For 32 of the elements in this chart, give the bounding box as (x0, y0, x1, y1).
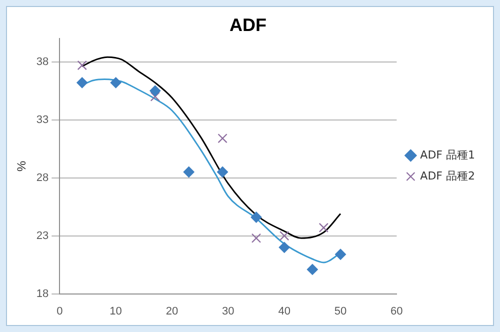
point (183, 166, 194, 178)
x-tick-label: 40 (278, 305, 290, 318)
point (218, 134, 228, 144)
x-tick-label: 30 (222, 305, 234, 318)
point (150, 85, 161, 96)
point (76, 77, 88, 88)
legend-label: ADF 品種2 (420, 169, 476, 182)
y-axis-title: % (14, 160, 29, 172)
x-tick-label: 0 (56, 305, 63, 318)
y-tick-label: 18 (36, 288, 49, 300)
y-tick-label: 28 (36, 172, 49, 184)
point (217, 166, 228, 178)
y-tick-label: 23 (36, 230, 49, 242)
y-tick-label: 38 (36, 56, 49, 68)
point (279, 230, 290, 241)
point (250, 212, 262, 223)
line-series (81, 56, 342, 239)
point (150, 92, 160, 102)
point (318, 222, 328, 233)
legend-label: ADF 品種1 (420, 148, 476, 162)
point (278, 242, 290, 253)
x-tick-label: 20 (166, 305, 178, 318)
chart-title: ADF (230, 14, 266, 35)
x-tick-label: 60 (390, 305, 403, 318)
y-tick-label: 33 (36, 114, 49, 126)
point (306, 264, 318, 275)
point (110, 77, 122, 88)
x-tick-label: 10 (110, 305, 122, 318)
point (77, 60, 87, 70)
point (251, 233, 262, 243)
point (335, 248, 346, 260)
x-tick-label: 50 (334, 305, 347, 318)
